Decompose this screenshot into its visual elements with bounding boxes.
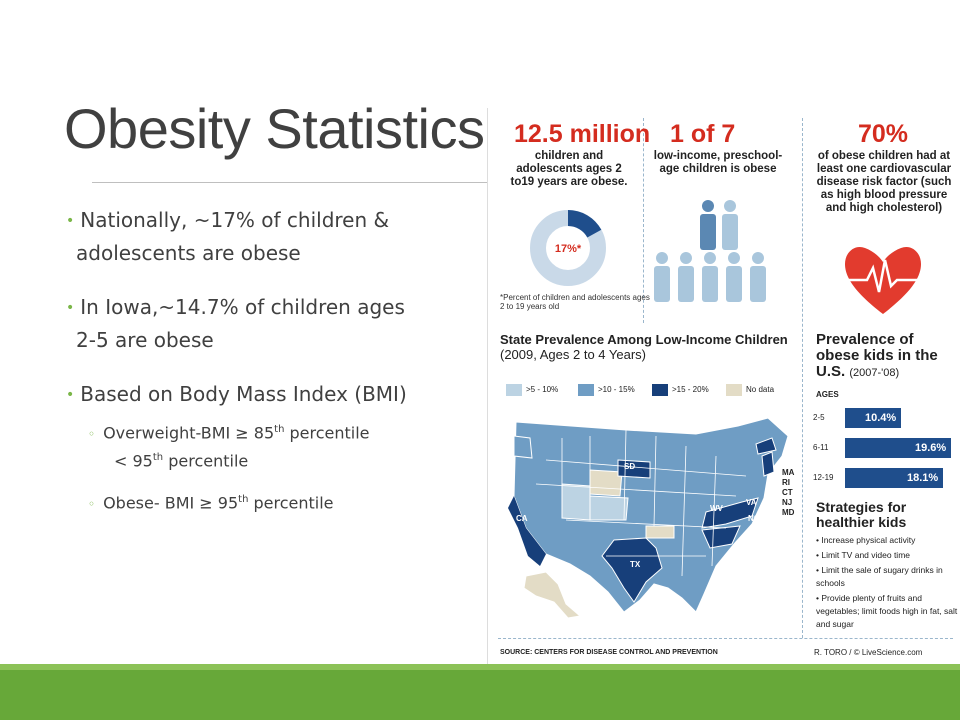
strategies-list: • Increase physical activity • Limit TV … — [816, 534, 958, 633]
superscript: th — [238, 493, 249, 505]
bullet-item: • Nationally, ~17% of children & adolesce… — [66, 205, 486, 268]
legend-item: >5 - 10% — [506, 384, 558, 396]
strategy-item: • Increase physical activity — [816, 535, 916, 545]
slide-title: Obesity Statistics — [64, 97, 485, 160]
footer-band — [0, 664, 960, 720]
bar-value-label: 18.1% — [907, 472, 939, 484]
title-rule — [92, 182, 488, 183]
children-icons — [654, 200, 766, 302]
bullet-marker: • — [66, 387, 75, 403]
legend-item: >15 - 20% — [652, 384, 709, 396]
bar-value-label: 19.6% — [915, 442, 947, 454]
sub-bullet-item: ◦ Obese- BMI ≥ 95th percentile — [88, 488, 486, 516]
bar-category-label: 6-11 — [813, 443, 829, 452]
footer-band-highlight — [0, 664, 960, 670]
child-figure-icon — [726, 252, 742, 302]
ages-label: AGES — [816, 390, 839, 399]
bar-category-label: 2-5 — [813, 413, 825, 422]
infographic: 12.5 million children and adolescents ag… — [487, 108, 960, 664]
bullet-text: Based on Body Mass Index (BMI) — [80, 382, 407, 406]
footnote: *Percent of children and adolescents age… — [500, 293, 650, 311]
sub-bullet-text-continued: < 95th percentile — [88, 446, 486, 473]
stat-1-of-7: 1 of 7 — [670, 120, 736, 148]
source-credit: SOURCE: CENTERS FOR DISEASE CONTROL AND … — [500, 649, 718, 656]
prevalence-title: Prevalence of obese kids in the U.S. (20… — [816, 331, 938, 380]
sub-bullet-text: Overweight-BMI ≥ 85 — [103, 423, 275, 443]
stat-1-of-7-text: low-income, preschool-age children is ob… — [653, 150, 783, 175]
stat-12-5-million: 12.5 million — [514, 120, 651, 148]
state-label: WV — [710, 504, 723, 513]
sub-bullet-text: percentile — [248, 492, 334, 512]
bullet-marker: • — [66, 213, 75, 229]
author-credit: R. TORO / © LiveScience.com — [814, 648, 923, 657]
state-label: VA — [746, 498, 757, 507]
bar-value-label: 10.4% — [865, 412, 897, 424]
strategy-item: • Limit TV and video time — [816, 550, 910, 560]
stat-70-percent-text: of obese children had at least one cardi… — [816, 150, 952, 214]
map-subtitle: (2009, Ages 2 to 4 Years) — [500, 347, 646, 362]
superscript: th — [152, 452, 164, 464]
prevalence-subtitle: (2007-'08) — [849, 367, 900, 379]
child-figure-icon — [702, 252, 718, 302]
child-figure-icon — [750, 252, 766, 302]
sub-bullet-item: ◦ Overweight-BMI ≥ 85th percentile < 95th… — [88, 418, 486, 474]
bullet-marker: • — [66, 300, 75, 316]
bar — [845, 438, 951, 458]
child-figure-icon — [722, 200, 738, 250]
superscript: th — [274, 424, 285, 435]
sub-bullet-text: < 95 — [114, 451, 153, 471]
sub-bullet-text: percentile — [163, 451, 249, 471]
child-figure-icon — [678, 252, 694, 302]
donut-segment — [530, 210, 606, 286]
strategies-title: Strategies for healthier kids — [816, 499, 907, 530]
bullet-item: • Based on Body Mass Index (BMI) — [66, 379, 486, 412]
map-title: State Prevalence Among Low-Income Childr… — [500, 332, 788, 362]
bullet-text-continued: 2-5 are obese — [76, 328, 214, 352]
sub-bullet-marker: ◦ — [88, 427, 96, 442]
bullet-list: • Nationally, ~17% of children & adolesce… — [66, 205, 486, 530]
bullet-text: Nationally, ~17% of children & — [80, 208, 390, 232]
strategy-item: • Provide plenty of fruits and vegetable… — [816, 593, 958, 629]
column-divider — [643, 118, 645, 323]
donut-label: 17%* — [555, 243, 582, 255]
footer-divider — [498, 638, 953, 640]
child-figure-icon — [700, 200, 716, 250]
heart-icon — [845, 246, 921, 314]
sub-bullet-text: percentile — [284, 423, 370, 443]
northeast-labels: MA RI CT NJ MD — [782, 468, 795, 517]
stat-12-5-million-text: children and adolescents ages 2 to19 yea… — [510, 150, 628, 188]
bullet-text: In Iowa,~14.7% of children ages — [80, 295, 405, 319]
sub-bullet-text: Obese- BMI ≥ 95 — [103, 492, 239, 512]
strategy-item: • Limit the sale of sugary drinks in sch… — [816, 565, 943, 588]
legend-item: >10 - 15% — [578, 384, 635, 396]
donut-chart: 17%* — [530, 210, 606, 286]
state-label: TX — [630, 560, 641, 569]
bar — [845, 468, 943, 488]
sub-bullet-marker: ◦ — [88, 496, 96, 511]
legend-item: No data — [726, 384, 774, 396]
bullet-text-continued: adolescents are obese — [76, 241, 301, 265]
column-divider — [802, 118, 804, 638]
bar-category-label: 12-19 — [813, 473, 834, 482]
bar — [845, 408, 901, 428]
state-label: SD — [624, 462, 636, 471]
state-label: NC — [748, 514, 760, 523]
child-figure-icon — [654, 252, 670, 302]
stat-70-percent: 70% — [858, 120, 909, 148]
state-label: CA — [516, 514, 528, 523]
us-map — [508, 417, 789, 619]
bullet-item: • In Iowa,~14.7% of children ages 2-5 are… — [66, 292, 486, 355]
